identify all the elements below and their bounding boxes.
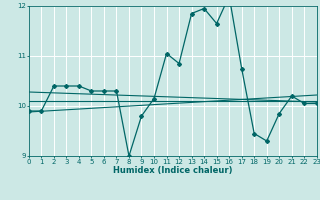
X-axis label: Humidex (Indice chaleur): Humidex (Indice chaleur) <box>113 166 233 175</box>
